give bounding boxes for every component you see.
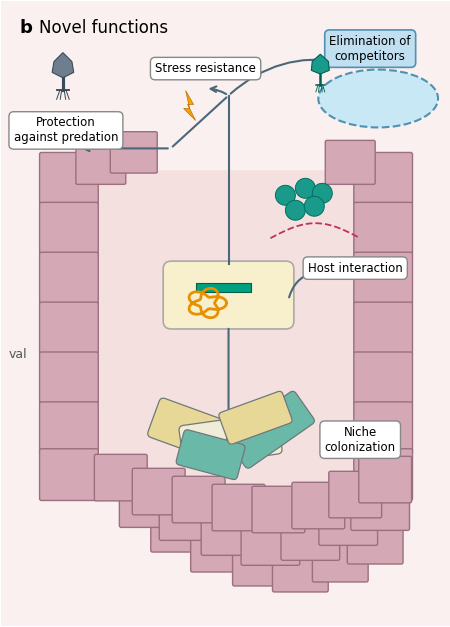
FancyBboxPatch shape: [292, 482, 345, 529]
FancyBboxPatch shape: [329, 472, 382, 518]
FancyBboxPatch shape: [40, 203, 98, 254]
Text: val: val: [9, 349, 28, 361]
Polygon shape: [184, 90, 196, 120]
FancyBboxPatch shape: [76, 140, 126, 184]
FancyBboxPatch shape: [176, 429, 245, 480]
Polygon shape: [311, 54, 329, 74]
FancyBboxPatch shape: [159, 488, 218, 540]
FancyBboxPatch shape: [226, 391, 315, 468]
FancyBboxPatch shape: [354, 302, 413, 354]
Polygon shape: [52, 53, 74, 78]
FancyBboxPatch shape: [148, 398, 243, 465]
FancyBboxPatch shape: [94, 455, 147, 501]
FancyBboxPatch shape: [347, 515, 403, 564]
FancyBboxPatch shape: [132, 468, 185, 515]
Circle shape: [295, 178, 315, 198]
FancyBboxPatch shape: [110, 132, 157, 173]
FancyBboxPatch shape: [172, 477, 225, 523]
Text: Niche
colonization: Niche colonization: [324, 426, 396, 454]
FancyBboxPatch shape: [281, 508, 340, 561]
FancyBboxPatch shape: [273, 543, 328, 592]
FancyBboxPatch shape: [40, 252, 98, 304]
Polygon shape: [93, 171, 395, 571]
FancyBboxPatch shape: [325, 140, 375, 184]
FancyBboxPatch shape: [40, 352, 98, 404]
Text: Host interaction: Host interaction: [308, 261, 403, 275]
FancyBboxPatch shape: [354, 203, 413, 254]
Text: Protection
against predation: Protection against predation: [14, 117, 118, 144]
FancyBboxPatch shape: [201, 503, 260, 556]
FancyBboxPatch shape: [354, 449, 413, 500]
FancyBboxPatch shape: [212, 484, 265, 531]
Text: Novel functions: Novel functions: [39, 19, 168, 37]
FancyBboxPatch shape: [40, 302, 98, 354]
FancyBboxPatch shape: [354, 152, 413, 204]
FancyBboxPatch shape: [219, 391, 292, 444]
FancyBboxPatch shape: [191, 523, 247, 572]
FancyBboxPatch shape: [252, 487, 305, 533]
FancyBboxPatch shape: [40, 152, 98, 204]
FancyBboxPatch shape: [241, 514, 300, 566]
Circle shape: [285, 200, 306, 220]
Circle shape: [312, 183, 332, 203]
Text: Stress resistance: Stress resistance: [155, 62, 256, 75]
FancyBboxPatch shape: [179, 413, 282, 466]
FancyBboxPatch shape: [233, 537, 288, 586]
Bar: [196, 283, 251, 292]
FancyBboxPatch shape: [319, 493, 378, 545]
Text: Elimination of
competitors: Elimination of competitors: [329, 34, 411, 63]
Circle shape: [275, 186, 295, 205]
FancyBboxPatch shape: [351, 478, 410, 530]
FancyBboxPatch shape: [119, 476, 178, 527]
FancyBboxPatch shape: [151, 503, 207, 552]
FancyBboxPatch shape: [40, 449, 98, 500]
FancyBboxPatch shape: [40, 402, 98, 453]
Circle shape: [304, 196, 324, 216]
FancyBboxPatch shape: [312, 533, 368, 582]
FancyBboxPatch shape: [359, 456, 412, 503]
Text: b: b: [19, 19, 32, 37]
FancyBboxPatch shape: [354, 352, 413, 404]
FancyBboxPatch shape: [354, 252, 413, 304]
FancyBboxPatch shape: [354, 402, 413, 453]
FancyBboxPatch shape: [163, 261, 294, 329]
Ellipse shape: [318, 70, 438, 127]
